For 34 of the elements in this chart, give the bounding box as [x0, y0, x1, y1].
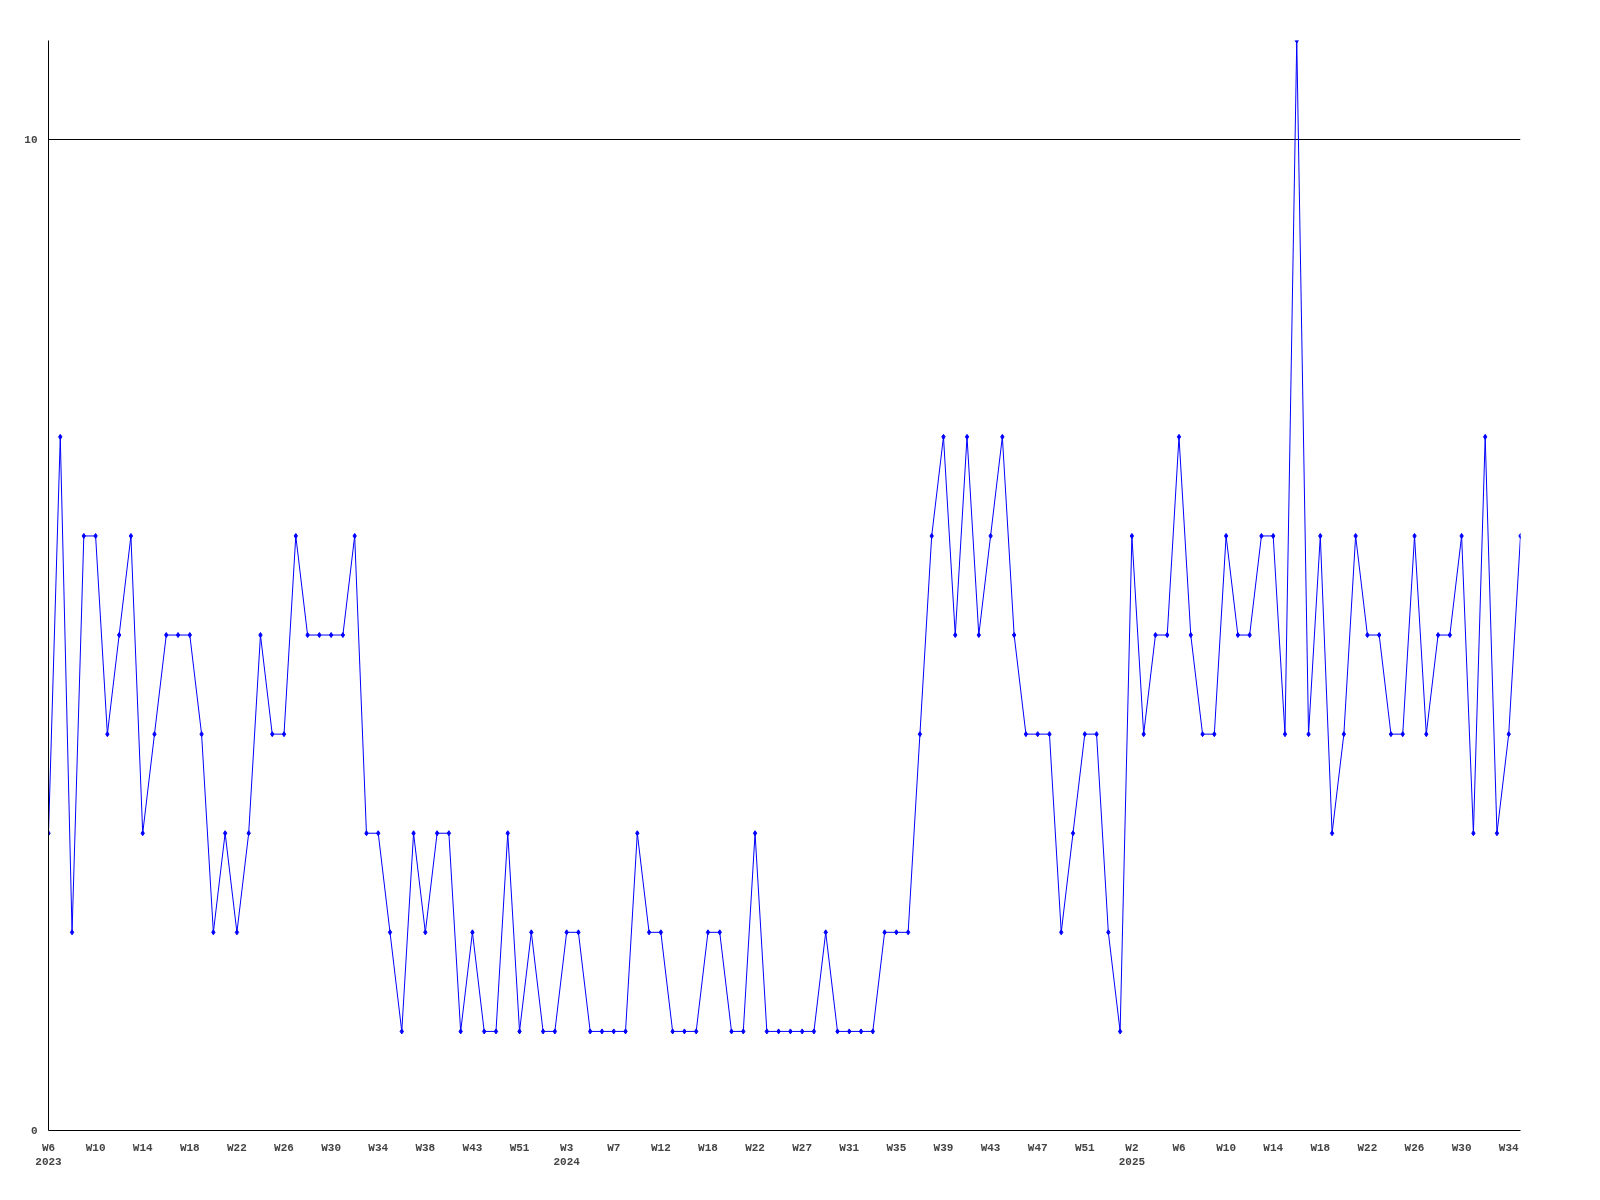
x-tick-label: W22 [227, 1141, 247, 1154]
x-tick-label: W35 [886, 1141, 907, 1154]
x-tick-label: W18 [1310, 1141, 1331, 1154]
x-tick-label: W51 [509, 1141, 530, 1154]
x-tick-label: W14 [1263, 1141, 1284, 1154]
x-tick-label: W7 [607, 1141, 621, 1154]
x-tick-label: W22 [745, 1141, 765, 1154]
x-tick-label: W43 [980, 1141, 1001, 1154]
y-tick-label: 0 [30, 1125, 38, 1137]
x-tick-label: W27 [792, 1141, 813, 1154]
x-tick-label: W34 [1498, 1141, 1520, 1154]
x-tick-label: W12 [650, 1141, 671, 1154]
x-tick-label: W18 [179, 1141, 201, 1154]
x-tick-label: W18 [698, 1141, 719, 1154]
x-tick-label: W6 2023 [35, 1141, 63, 1168]
x-tick-label: W34 [368, 1141, 389, 1154]
x-tick-label: W6 [1172, 1141, 1186, 1154]
x-tick-label: W2 2025 [1118, 1141, 1146, 1168]
x-tick-label: W3 2024 [553, 1141, 581, 1168]
x-tick-label: W10 [85, 1141, 106, 1154]
x-tick-label: W26 [274, 1141, 294, 1154]
x-tick-label: W39 [933, 1141, 954, 1154]
x-tick-label: W14 [132, 1141, 154, 1154]
x-tick-label: W30 [321, 1141, 342, 1154]
x-tick-label: W22 [1357, 1141, 1378, 1154]
x-tick-label: W26 [1404, 1141, 1425, 1154]
x-tick-label: W47 [1027, 1141, 1048, 1154]
x-tick-label: W43 [462, 1141, 483, 1154]
x-tick-label: W38 [415, 1141, 436, 1154]
x-tick-label: W31 [839, 1141, 860, 1154]
y-tick-label: 10 [24, 134, 38, 147]
x-tick-label: W51 [1074, 1141, 1096, 1154]
x-tick-label: W30 [1451, 1141, 1472, 1154]
x-tick-label: W10 [1216, 1141, 1237, 1154]
